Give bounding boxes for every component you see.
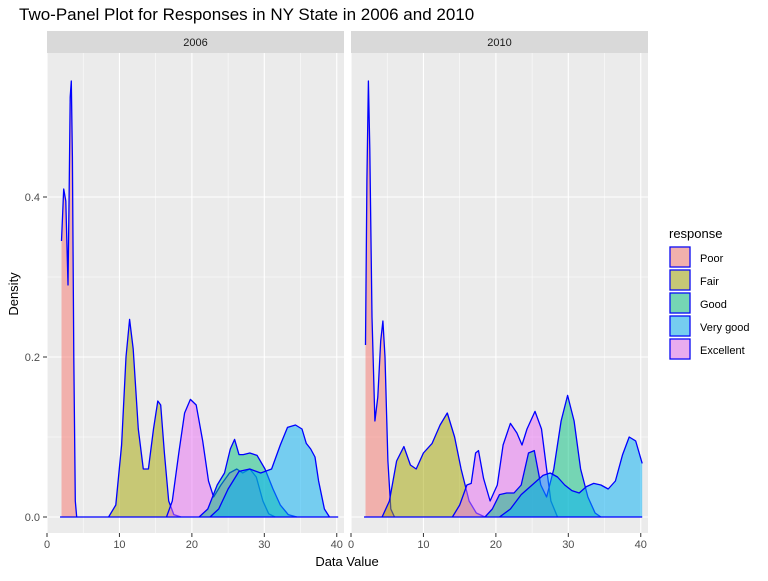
density-line-very-good xyxy=(209,424,331,518)
density-area-fair xyxy=(382,413,485,517)
x-tick-label: 0 xyxy=(348,539,354,551)
legend-label-fair: Fair xyxy=(700,276,719,288)
y-tick-label: 0.0 xyxy=(25,512,40,524)
x-tick-label: 30 xyxy=(258,539,270,551)
legend-label-good: Good xyxy=(700,299,727,311)
panel-background xyxy=(351,53,648,533)
chart-title: Two-Panel Plot for Responses in NY State… xyxy=(19,5,474,24)
x-tick-label: 10 xyxy=(417,539,429,551)
density-area-very-good xyxy=(499,437,643,517)
density-line-fair xyxy=(108,318,182,518)
density-line-very-good xyxy=(499,436,643,518)
x-axis-label: Data Value xyxy=(315,554,378,569)
legend-swatch-fair xyxy=(669,269,691,291)
density-area-poor xyxy=(365,81,395,517)
panel-2006: 2006 0 10 20 30 40 0.0 0.2 0.4 xyxy=(25,31,344,551)
legend-title: response xyxy=(669,226,722,241)
density-line-poor xyxy=(364,80,396,518)
x-tick-label: 40 xyxy=(331,539,343,551)
density-line-poor xyxy=(60,80,78,518)
legend-swatch-very-good xyxy=(669,315,691,337)
facet-strip xyxy=(351,31,648,53)
x-tick-label: 20 xyxy=(490,539,502,551)
density-area-fair xyxy=(108,319,181,517)
legend-label-very-good: Very good xyxy=(700,322,750,334)
legend-label-poor: Poor xyxy=(700,253,724,265)
facet-strip xyxy=(47,31,344,53)
density-area-poor xyxy=(61,81,77,517)
facet-strip-label: 2006 xyxy=(183,37,207,49)
x-tick-label: 20 xyxy=(186,539,198,551)
facet-strip-label: 2010 xyxy=(487,37,511,49)
legend-swatch-poor xyxy=(669,246,691,268)
legend-swatch-good xyxy=(669,292,691,314)
x-tick-label: 30 xyxy=(562,539,574,551)
panel-2010: 2010 0 10 20 30 40 xyxy=(348,31,648,551)
y-tick-label: 0.4 xyxy=(25,192,40,204)
y-tick-label: 0.2 xyxy=(25,352,40,364)
legend-label-excellent: Excellent xyxy=(700,345,745,357)
density-area-very-good xyxy=(210,425,330,517)
panels: 2006 0 10 20 30 40 0.0 0.2 0.4 2010 0 10 20 30 40 xyxy=(25,31,648,551)
density-area-good xyxy=(485,395,601,517)
density-line-excellent xyxy=(451,410,559,518)
legend: Poor Fair Good Very good Excellent xyxy=(669,246,750,360)
x-tick-label: 40 xyxy=(635,539,647,551)
legend-swatch-excellent xyxy=(669,338,691,360)
x-tick-label: 0 xyxy=(44,539,50,551)
x-tick-label: 10 xyxy=(113,539,125,551)
y-axis-label: Density xyxy=(6,272,21,316)
